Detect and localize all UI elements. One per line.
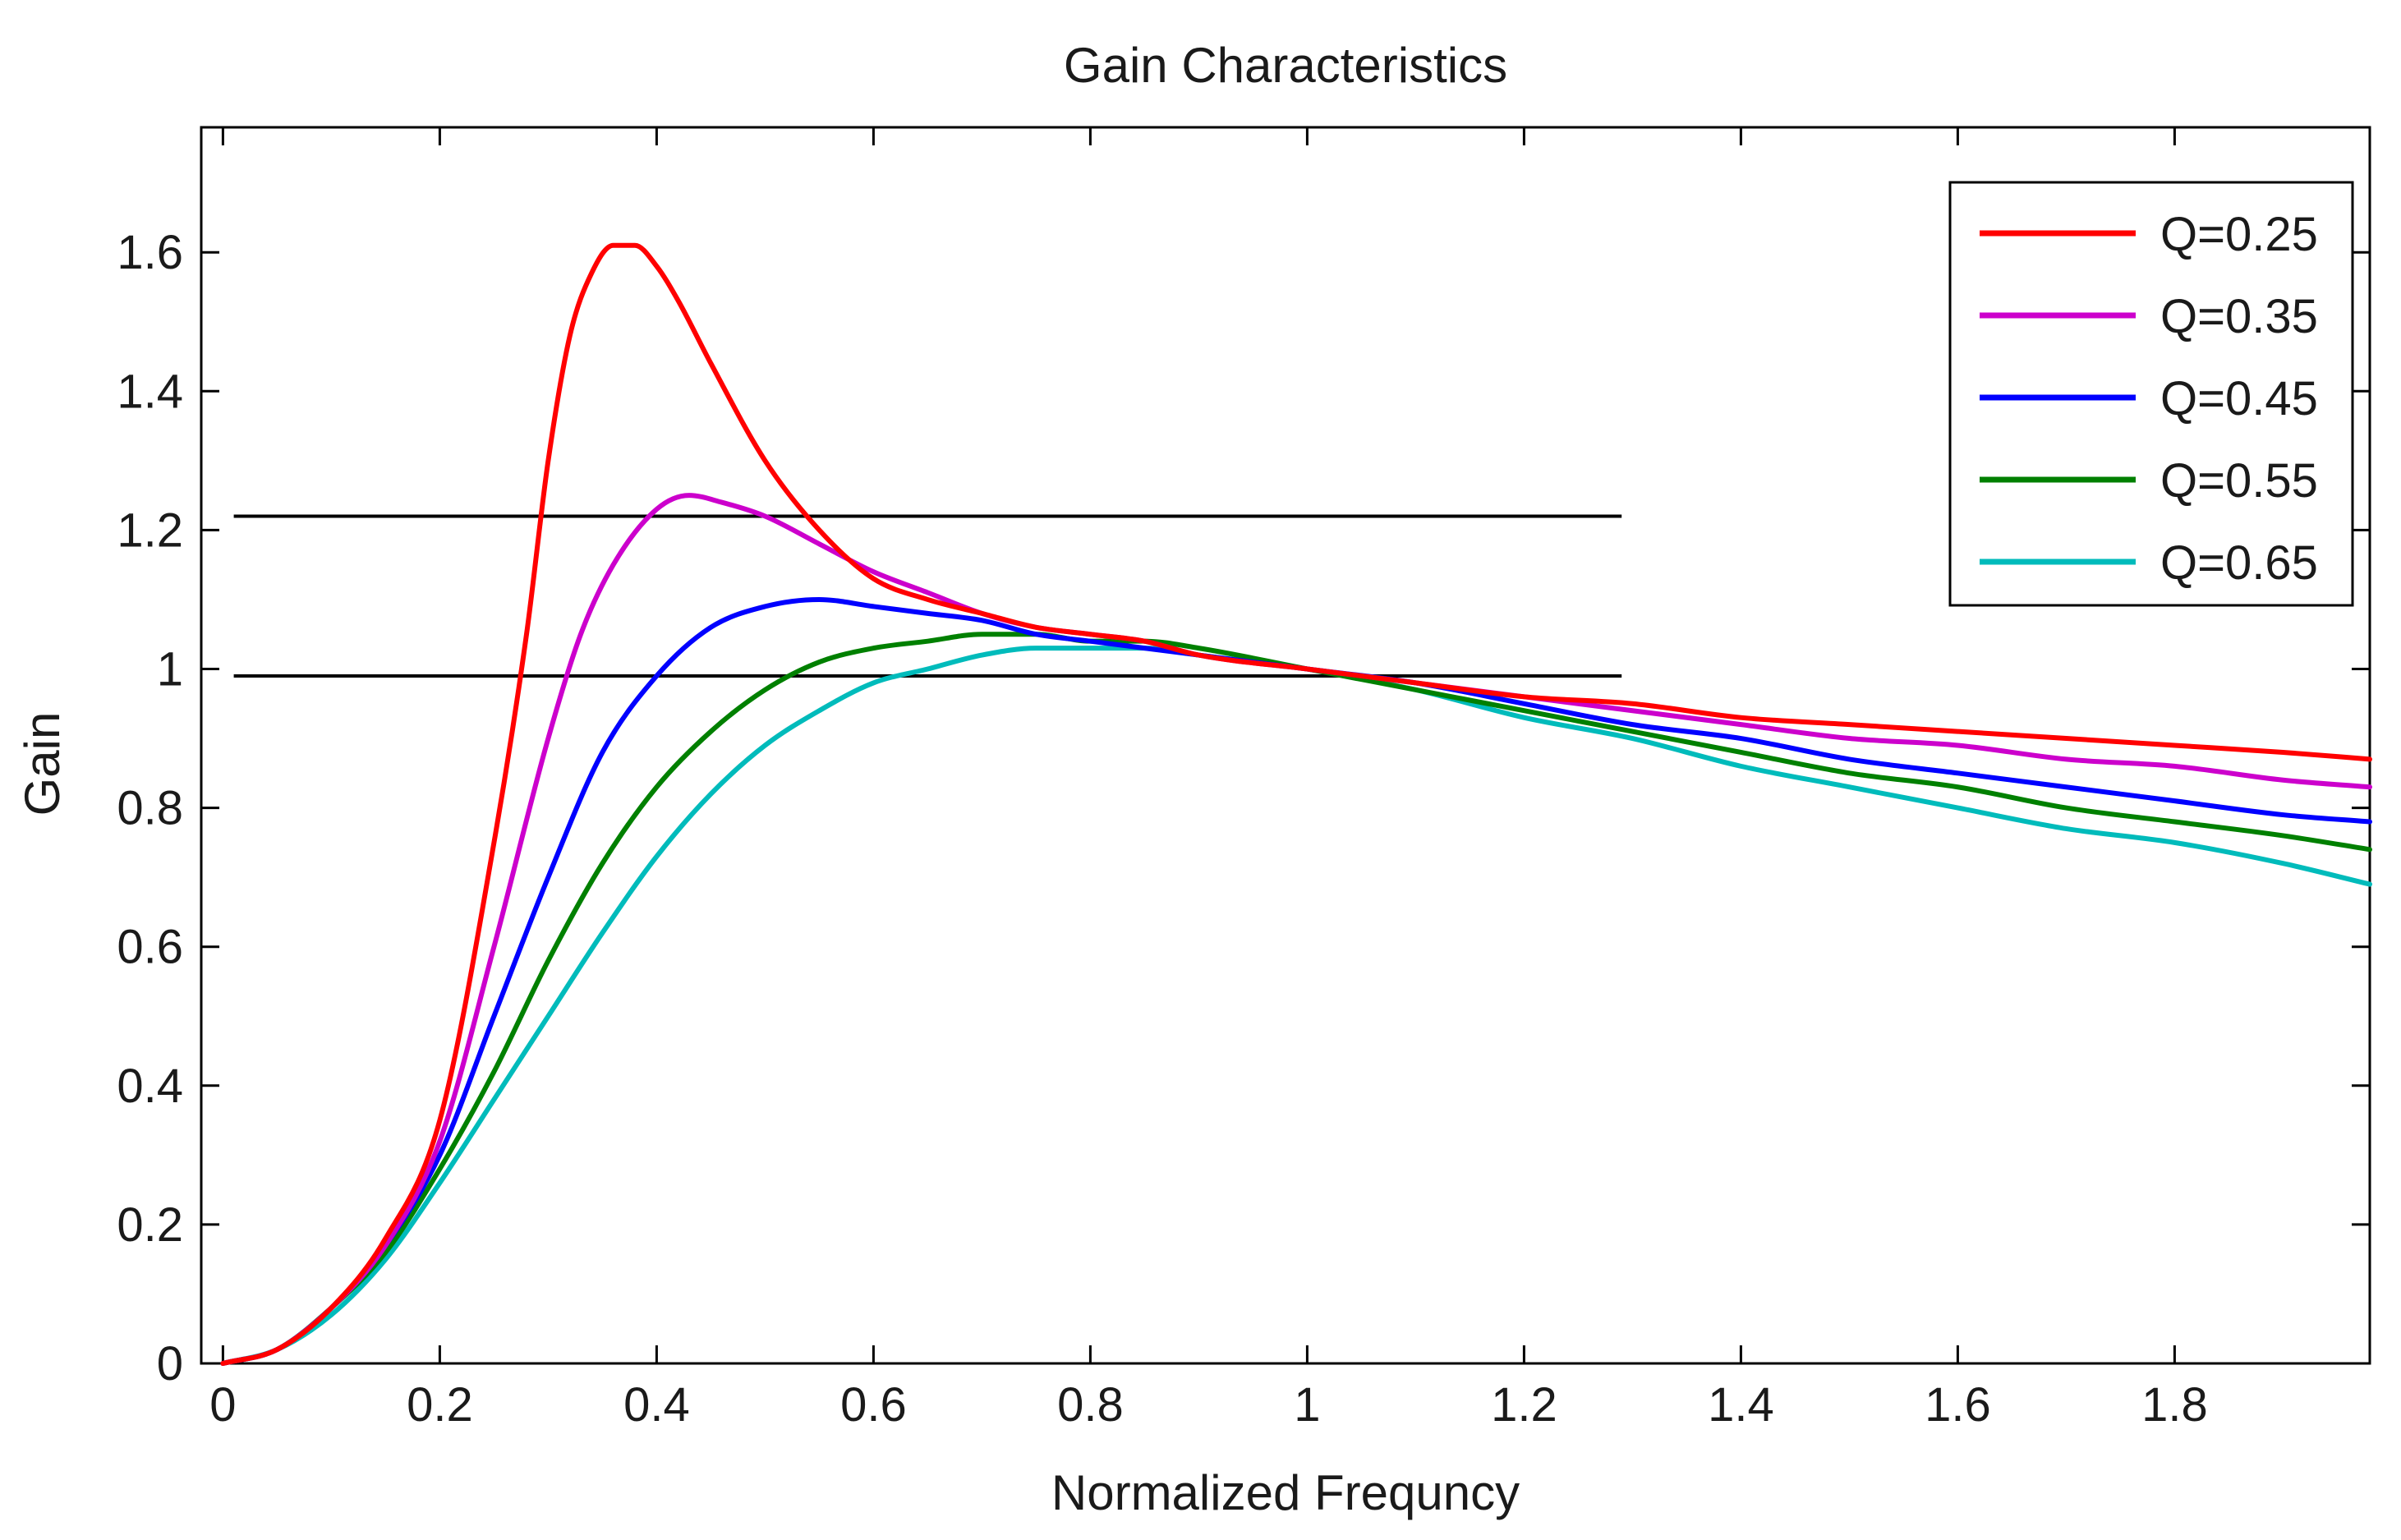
legend-label: Q=0.25 [2160,208,2318,261]
x-tick-label: 1.2 [1491,1378,1557,1432]
y-tick-label: 0.6 [117,921,183,974]
y-tick-label: 1.6 [117,226,183,279]
series-line-q-0-45 [220,596,2372,1366]
y-tick-label: 0.2 [117,1198,183,1252]
x-axis-label: Normalized Frequncy [1051,1465,1520,1520]
x-tick-label: 0 [209,1378,236,1432]
legend-box [1948,181,2354,607]
legend-label: Q=0.65 [2160,536,2318,590]
y-tick-label: 1 [157,642,183,696]
y-axis-label: Gain [15,712,70,816]
legend: Q=0.25 Q=0.35 Q=0.45 Q=0.55 Q=0.65 [1948,181,2354,607]
legend-items: Q=0.25 Q=0.35 Q=0.45 Q=0.55 Q=0.65 [1980,208,2318,590]
reference-lines [233,514,1622,678]
legend-label: Q=0.55 [2160,454,2318,508]
series-line-q-0-25 [220,242,2372,1366]
y-tick-label: 0.4 [117,1060,183,1113]
x-tick-label: 0.8 [1057,1378,1124,1432]
x-tick-label: 0.4 [623,1378,690,1432]
y-tick-label: 0 [157,1337,183,1391]
y-tick-label: 1.2 [117,503,183,557]
x-tick-label: 0.2 [407,1378,473,1432]
axis-ticks: 0 0.2 0.4 0.6 0.8 1 1.2 1.4 1.6 1.8 0 0.2 0.4 0.6 0.8 1… [117,127,2370,1432]
x-tick-label: 1 [1294,1378,1320,1432]
data-series [220,242,2372,1366]
series-line-q-0-65 [220,646,2372,1366]
x-tick-label: 1.6 [1925,1378,1991,1432]
x-tick-label: 1.8 [2141,1378,2208,1432]
y-tick-label: 0.8 [117,782,183,835]
x-tick-label: 0.6 [840,1378,907,1432]
legend-label: Q=0.45 [2160,372,2318,425]
plot-area-frame [200,126,2371,1365]
x-tick-label: 1.4 [1708,1378,1774,1432]
y-tick-label: 1.4 [117,365,183,418]
chart-title: Gain Characteristics [1064,38,1507,93]
legend-label: Q=0.35 [2160,290,2318,343]
